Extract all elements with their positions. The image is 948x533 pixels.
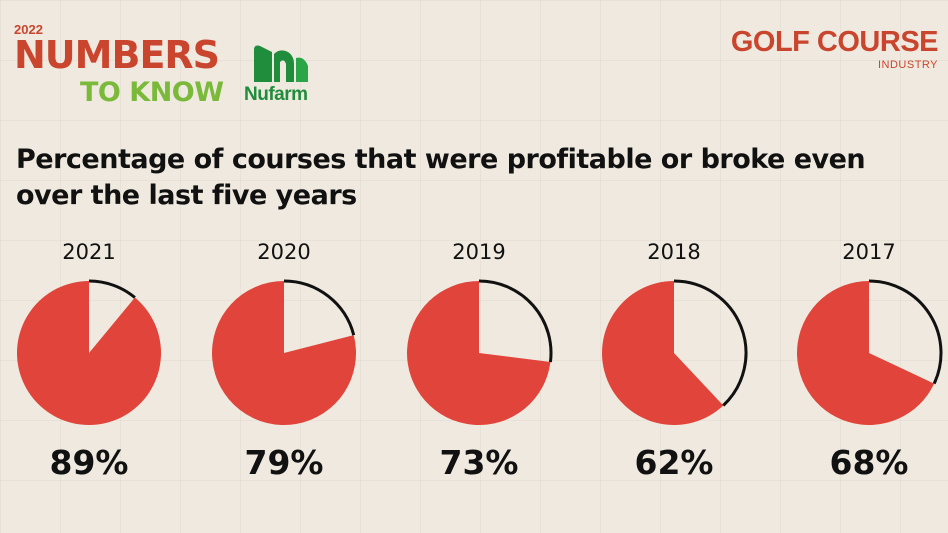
year-label: 2017 xyxy=(842,240,895,264)
year-label: 2021 xyxy=(62,240,115,264)
pie-slice-2020 xyxy=(211,281,356,426)
year-label: 2019 xyxy=(452,240,505,264)
pie-remainder-arc-2021 xyxy=(88,279,136,299)
pie-slice-2019 xyxy=(407,281,551,426)
pie-remainder-arc-2019 xyxy=(478,279,553,363)
brand-line2: TO KNOW xyxy=(80,77,224,108)
value-label: 62% xyxy=(635,443,714,482)
value-label: 79% xyxy=(245,443,324,482)
pie-remainder-arc-2020 xyxy=(283,279,356,336)
brand-line1: NUMBERS xyxy=(14,33,220,77)
sponsor-name: Nufarm xyxy=(244,84,308,105)
value-label: 73% xyxy=(440,443,519,482)
pie-remainder-arc-2017 xyxy=(868,279,943,385)
sponsor-logo: Nufarm xyxy=(244,44,318,110)
pie-slice-2017 xyxy=(796,281,935,425)
publisher-logo: GOLF COURSE INDUSTRY xyxy=(730,26,939,72)
chart-title: Percentage of courses that were profitab… xyxy=(16,144,866,211)
value-label: 68% xyxy=(830,443,909,482)
year-label: 2018 xyxy=(647,240,700,264)
pie-remainder-arc-2018 xyxy=(673,279,748,407)
nufarm-leaf-icon xyxy=(254,45,308,82)
publisher-subtitle: INDUSTRY xyxy=(877,59,938,71)
pie-slice-2021 xyxy=(17,281,162,425)
pie-slice-2018 xyxy=(602,281,724,425)
year-label: 2020 xyxy=(257,240,310,264)
value-label: 89% xyxy=(50,443,129,482)
brand-year: 2022 xyxy=(14,22,43,37)
publisher-name: GOLF COURSE xyxy=(730,26,939,58)
